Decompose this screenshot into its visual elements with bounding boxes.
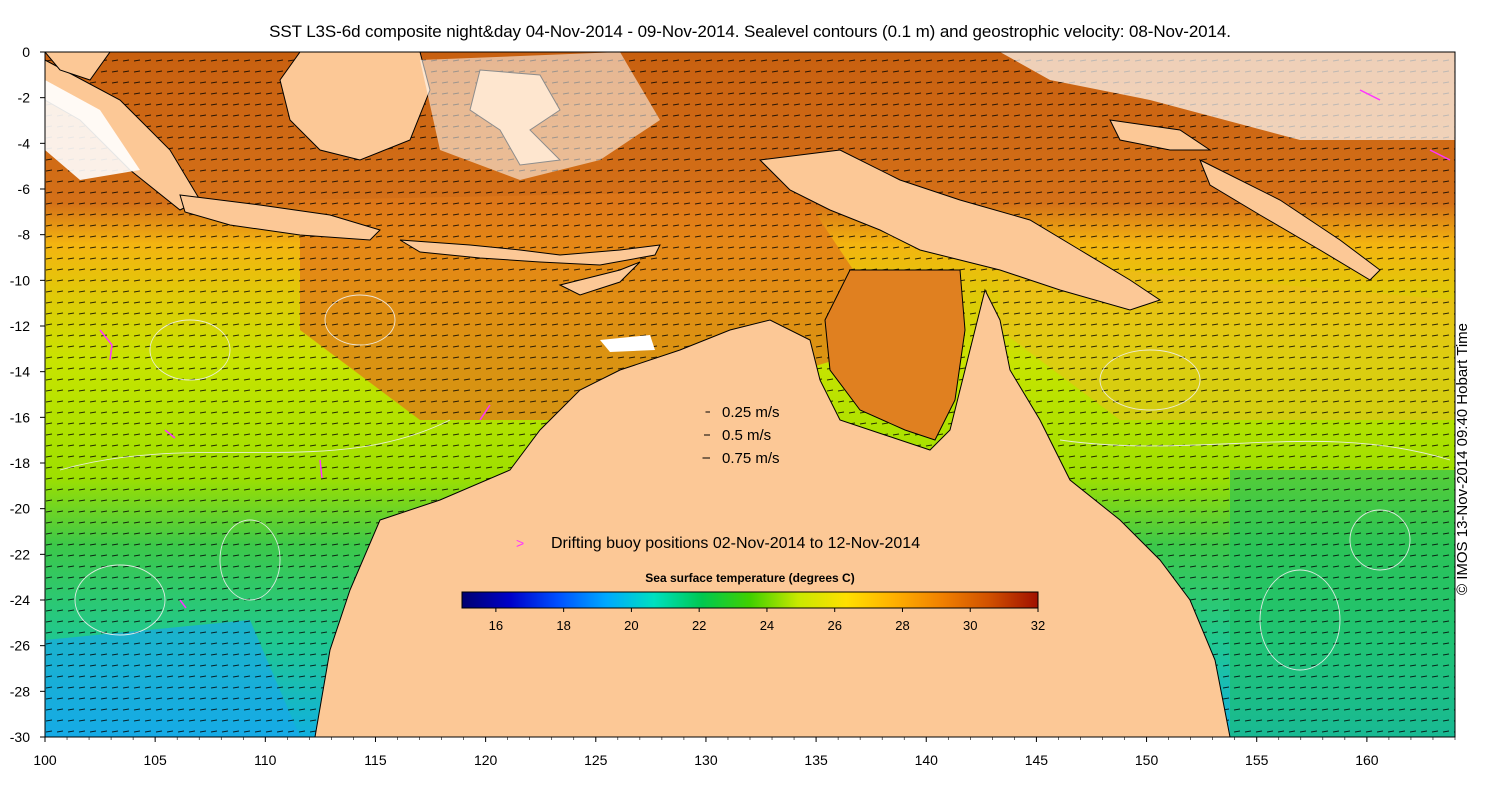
x-tick-label: 150 [1135,752,1159,768]
cloud-mask-pacific [1000,52,1455,140]
colorbar-tick-label: 28 [895,618,909,633]
colorbar-scale [461,591,1039,609]
colorbar-tick-label: 20 [624,618,638,633]
colorbar-tick-label: 22 [692,618,706,633]
new-britain-island [1109,119,1212,151]
buoy-legend-label: Drifting buoy positions 02-Nov-2014 to 1… [551,535,920,552]
x-tick-label: 110 [254,752,277,768]
malay-peninsula [45,52,111,81]
y-tick-label: -30 [10,729,30,745]
y-tick-label: -18 [10,455,30,471]
x-tick-label: 120 [474,752,498,768]
colorbar-tick-label: 26 [827,618,841,633]
y-tick-label: -20 [10,501,30,517]
colorbar-tick-label: 32 [1031,618,1045,633]
x-tick-label: 105 [143,752,167,768]
cloud-mask-banda [420,52,660,180]
y-tick-label: -8 [18,227,31,243]
sst-colorbar: Sea surface temperature (degrees C) 16 18… [461,571,1045,633]
y-tick-label: -4 [18,135,31,151]
y-tick-label: -16 [10,409,30,425]
y-tick-label: -14 [10,364,30,380]
colorbar-ticks: 16 18 20 22 24 26 28 30 32 [489,608,1045,633]
x-axis: 100 105 110 115 120 125 130 135 140 145 150 155 160 [33,737,1456,768]
y-tick-label: -10 [10,272,30,288]
y-tick-label: -2 [18,90,31,106]
x-tick-label: 115 [364,752,387,768]
velocity-legend-label: 0.25 m/s [722,404,780,421]
x-tick-label: 135 [804,752,828,768]
colorbar-tick-label: 16 [489,618,503,633]
x-tick-label: 130 [694,752,718,768]
y-tick-label: -22 [10,546,30,562]
x-tick-label: 155 [1245,752,1269,768]
colorbar-tick-label: 18 [556,618,570,633]
colorbar-tick-label: 24 [760,618,774,633]
imos-credit: © IMOS 13-Nov-2014 09:40 Hobart Time [1454,322,1471,595]
y-tick-label: -24 [10,592,30,608]
x-tick-label: 125 [584,752,608,768]
new-guinea-landmass [758,149,1162,311]
timor-island [558,261,641,296]
buoy-legend-marker: > [516,535,524,551]
lesser-sunda-islands [399,239,661,266]
colorbar-title: Sea surface temperature (degrees C) [645,571,854,585]
x-tick-label: 145 [1025,752,1049,768]
y-tick-label: -12 [10,318,30,334]
x-tick-label: 140 [915,752,939,768]
solomon-islands [1199,158,1381,281]
velocity-legend: 0.25 m/s 0.5 m/s 0.75 m/s [702,404,780,467]
australia-landmass [314,288,1231,737]
sea-level-contours [59,294,1451,671]
y-tick-label: -28 [10,683,30,699]
y-tick-label: -26 [10,638,30,654]
x-tick-label: 160 [1355,752,1379,768]
drifting-buoy-tracks [99,89,1451,609]
x-tick-label: 100 [33,752,57,768]
page-title: SST L3S-6d composite night&day 04-Nov-20… [269,22,1231,41]
cloud-mask-northwest [45,80,140,180]
y-tick-label: 0 [22,44,30,60]
colorbar-tick-label: 30 [963,618,977,633]
java-landmass [179,194,381,241]
gulf-of-carpentaria [824,269,966,441]
y-tick-label: -6 [18,181,31,197]
velocity-legend-label: 0.5 m/s [722,427,771,444]
velocity-legend-label: 0.75 m/s [722,450,780,467]
buoy-legend: > Drifting buoy positions 02-Nov-2014 to… [516,535,920,552]
cloud-mask-timor-sea [600,335,655,352]
y-axis: 0 -2 -4 -6 -8 -10 -12 -14 -16 -18 -20 -22 -24 -26 -28 -… [10,44,45,745]
